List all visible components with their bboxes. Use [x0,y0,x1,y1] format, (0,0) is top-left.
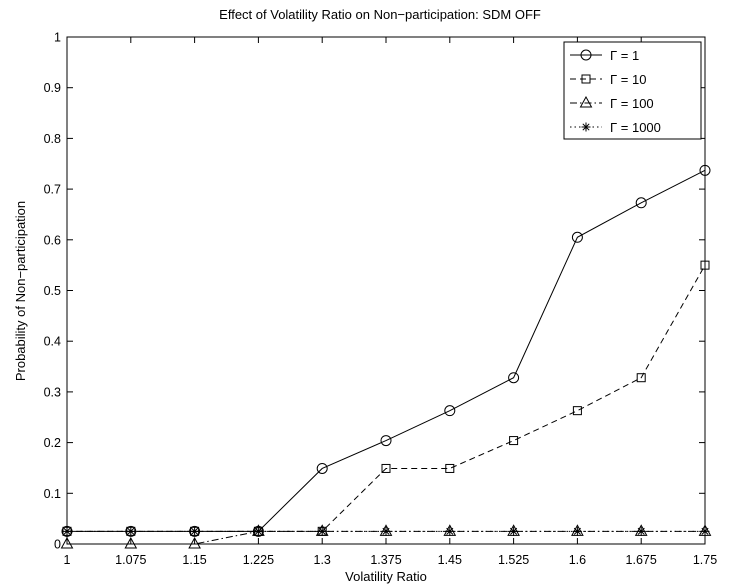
x-tick-label: 1.075 [115,553,146,567]
data-point-circle [380,435,392,447]
chart-title: Effect of Volatility Ratio on Non−partic… [219,7,541,22]
data-point-square [700,260,710,270]
x-tick-label: 1.375 [370,553,401,567]
data-point-star [190,526,200,536]
series-circle [61,164,711,537]
data-point-star [317,526,327,536]
legend-marker-square [581,74,591,84]
data-point-star [253,526,263,536]
x-tick-label: 1 [64,553,71,567]
x-tick-label: 1.3 [314,553,331,567]
data-point-star [509,526,519,536]
data-point-star [445,526,455,536]
legend-marker-star [581,122,591,132]
y-tick-label: 0.2 [44,436,61,450]
y-tick-label: 0.3 [44,385,61,399]
series-star [62,526,710,536]
axis-ticks: 1 1.075 1.15 1.225 1.3 1.375 1.45 1.525 1.6 1.675… [44,31,718,568]
y-tick-label: 0.9 [44,81,61,95]
data-point-triangle [60,536,74,549]
x-axis-label: Volatility Ratio [345,569,427,584]
data-point-square [572,406,582,416]
data-point-circle [508,372,520,384]
legend-label: Γ = 1000 [610,120,661,135]
y-tick-label: 0.6 [44,233,61,247]
data-point-star [126,526,136,536]
y-tick-label: 0.7 [44,183,61,197]
x-tick-label: 1.225 [243,553,274,567]
data-point-square [381,463,391,473]
data-point-square [445,463,455,473]
y-axis-label: Probability of Non−participation [13,201,28,381]
data-point-square [636,373,646,383]
data-point-triangle [124,536,138,549]
data-point-circle [316,462,328,474]
legend-marker-circle [580,49,592,61]
data-point-square [509,436,519,446]
series-line [67,169,706,532]
legend-label: Γ = 10 [610,72,646,87]
data-point-triangle [188,536,201,549]
legend-label: Γ = 100 [610,96,654,111]
series-line [67,264,706,532]
y-tick-label: 0.5 [44,284,61,298]
data-point-circle [444,405,456,417]
x-tick-label: 1.45 [438,553,462,567]
x-tick-label: 1.525 [498,553,529,567]
data-point-star [636,526,646,536]
legend-marker-triangle [579,95,593,108]
x-tick-label: 1.15 [182,553,206,567]
series-layer [60,164,712,549]
data-point-star [62,526,72,536]
data-point-star [572,526,582,536]
legend: Γ = 1 Γ = 10 Γ = 100 Γ = 1000 [563,41,702,140]
y-tick-label: 0 [54,538,61,552]
y-tick-label: 0.4 [44,335,61,349]
legend-box [563,41,702,140]
legend-label: Γ = 1 [610,48,639,63]
data-point-circle [571,231,583,243]
y-tick-label: 0.8 [44,132,61,146]
data-point-star [381,526,391,536]
data-point-circle [635,197,647,209]
data-point-star [700,526,710,536]
data-point-circle [699,164,711,176]
y-tick-label: 1 [54,31,61,45]
x-tick-label: 1.6 [569,553,586,567]
y-tick-label: 0.1 [44,487,61,501]
x-tick-label: 1.675 [626,553,657,567]
x-tick-label: 1.75 [693,553,717,567]
